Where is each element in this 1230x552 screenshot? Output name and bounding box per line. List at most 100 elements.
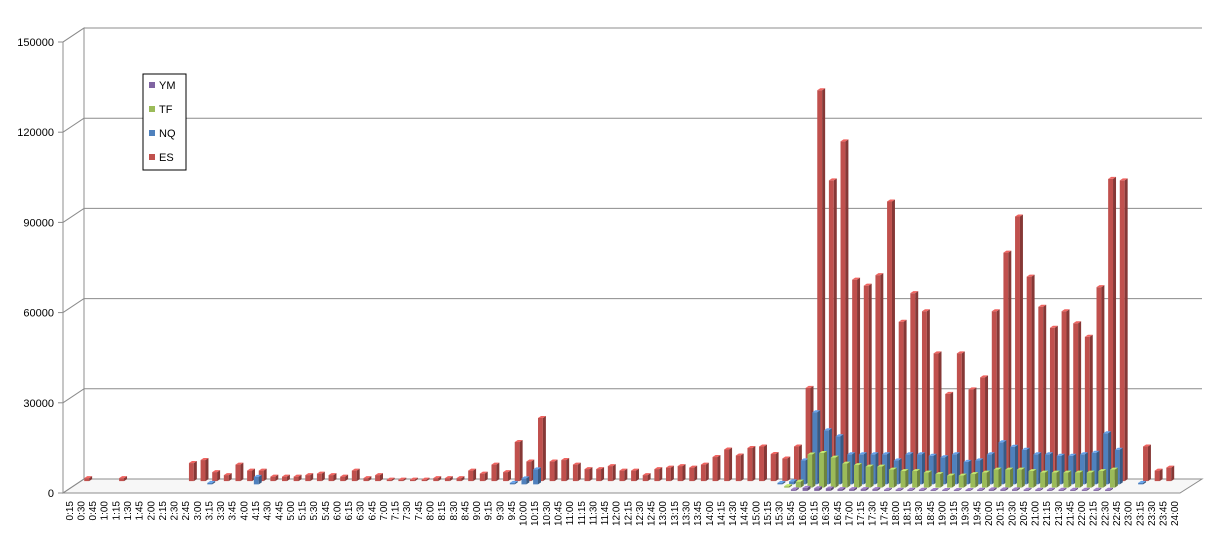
x-tick-label: 11:00	[565, 501, 576, 526]
bar-top	[981, 470, 990, 473]
bar-top	[800, 458, 809, 461]
bar-face	[993, 469, 999, 488]
x-tick-label: 2:30	[170, 501, 181, 521]
bar-top	[1051, 470, 1060, 473]
bar-tf	[795, 479, 804, 488]
bar-face	[631, 470, 636, 482]
bar-top	[1068, 453, 1077, 456]
bar-side	[356, 468, 360, 482]
bar-top	[642, 473, 651, 476]
x-tick-label: 6:30	[356, 501, 367, 521]
bar-face	[923, 472, 929, 488]
bar-face	[1016, 469, 1022, 488]
bar-face	[1051, 472, 1057, 488]
bar-face	[375, 475, 380, 482]
bar-side	[853, 487, 857, 491]
bar-side	[1045, 470, 1049, 488]
bar-nq	[1138, 480, 1147, 485]
bar-es	[572, 462, 581, 482]
bar-top	[665, 465, 674, 468]
y-tick-label: 90000	[23, 217, 54, 229]
bar-es	[305, 473, 314, 482]
bar-side	[438, 476, 442, 482]
x-tick-label: 10:45	[554, 501, 565, 526]
bar-side	[537, 467, 541, 485]
bar-side	[1086, 487, 1090, 491]
x-tick-label: 3:30	[216, 501, 227, 521]
x-tick-label: 7:30	[402, 501, 413, 521]
bar-top	[421, 477, 430, 480]
y-tick-label: 120000	[17, 127, 54, 139]
bar-top	[777, 480, 786, 483]
bar-face	[200, 460, 206, 482]
bar-side	[1051, 487, 1055, 491]
gridline-depth	[62, 478, 85, 494]
bar-side	[1103, 469, 1107, 488]
bar-side	[1101, 285, 1105, 482]
bar-face	[293, 476, 299, 482]
x-tick-label: 0:15	[65, 501, 76, 521]
bar-top	[882, 452, 891, 455]
bar-top	[975, 458, 984, 461]
bar-side	[865, 487, 869, 491]
bar-face	[665, 467, 671, 482]
bar-face	[991, 311, 997, 482]
x-tick-label: 11:30	[588, 501, 599, 526]
bar-tf	[1063, 470, 1072, 488]
bar-ym	[884, 487, 892, 491]
bar-face	[305, 475, 311, 482]
bar-face	[849, 489, 854, 491]
bar-face	[1040, 472, 1046, 488]
bar-top	[835, 434, 844, 437]
bar-face	[584, 469, 590, 482]
bar-es	[933, 351, 942, 482]
bar-face	[572, 464, 578, 482]
bar-tf	[830, 455, 839, 488]
bar-ym	[849, 487, 857, 491]
bar-side	[217, 470, 221, 482]
bar-top	[700, 462, 709, 465]
bar-top	[940, 455, 949, 458]
bar-face	[965, 489, 971, 491]
y-tick-label: 60000	[23, 308, 54, 320]
bar-face	[825, 488, 831, 491]
bar-es	[456, 476, 465, 482]
bar-es	[1038, 304, 1047, 482]
bar-side	[1066, 309, 1070, 482]
x-tick-label: 23:00	[1124, 501, 1135, 526]
bar-ym	[1070, 487, 1079, 491]
bar-es	[421, 477, 430, 482]
bar-side	[1056, 470, 1060, 488]
bar-face	[433, 478, 439, 482]
x-tick-label: 9:00	[472, 501, 483, 521]
bar-top	[814, 486, 823, 489]
bar-face	[1079, 454, 1085, 485]
bar-top	[1016, 467, 1025, 470]
bar-top	[817, 88, 826, 91]
bar-side	[368, 476, 372, 482]
bar-face	[951, 454, 957, 485]
bar-es	[991, 309, 1000, 482]
bar-side	[403, 477, 407, 482]
bar-side	[507, 470, 511, 482]
bar-es	[1026, 274, 1035, 482]
bar-top	[988, 487, 997, 490]
bar-es	[491, 462, 500, 482]
bar-side	[577, 462, 581, 482]
bar-side	[926, 309, 930, 482]
bar-face	[549, 461, 555, 482]
bar-face	[953, 489, 959, 491]
bar-top	[1105, 487, 1113, 490]
bar-tf	[877, 464, 886, 488]
bar-top	[1081, 487, 1090, 490]
bar-face	[800, 460, 806, 485]
bar-face	[328, 475, 334, 482]
bar-ym	[965, 487, 974, 491]
bar-face	[619, 470, 625, 482]
bar-side	[740, 453, 744, 482]
bar-face	[863, 285, 869, 482]
x-tick-label: 2:15	[158, 501, 169, 521]
bar-side	[624, 468, 628, 482]
bar-side	[915, 291, 919, 482]
bar-top	[923, 470, 932, 473]
